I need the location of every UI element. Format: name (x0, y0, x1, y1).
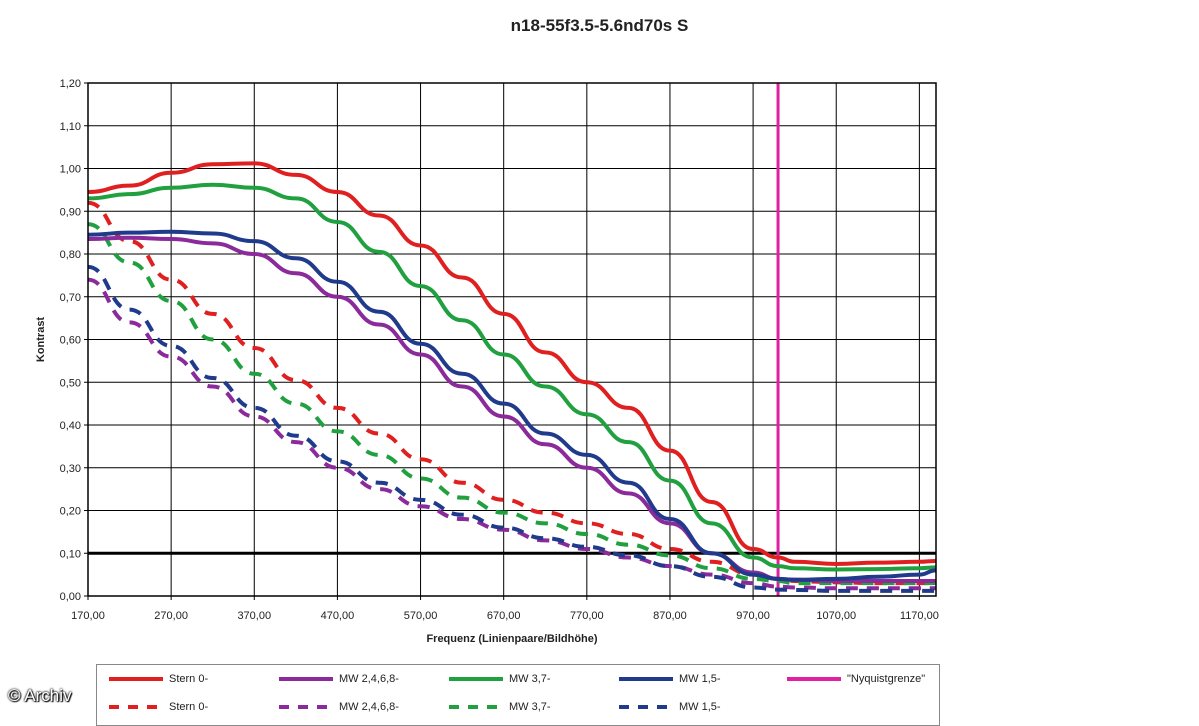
legend-swatch (619, 677, 673, 681)
y-tick-label: 0,50 (60, 377, 81, 389)
y-tick-label: 0,20 (60, 506, 81, 518)
y-tick-label: 0,00 (60, 591, 81, 603)
legend-swatch (449, 705, 503, 709)
legend-swatch (279, 677, 333, 681)
x-axis-label: Frequenz (Linienpaare/Bildhöhe) (426, 633, 597, 645)
copyright-watermark: © Archiv (8, 686, 72, 705)
mtf-chart: 0,00 0,10 0,20 0,30 0,40 0,50 0,60 0,70 0,80 0,90… (35, 78, 939, 645)
x-tick-label: 570,00 (404, 610, 438, 622)
legend-label: "Nyquistgrenze" (847, 673, 926, 685)
legend-label: MW 1,5- (679, 701, 721, 713)
series-line-mw-2-4-6-8-dashed (87, 277, 936, 591)
x-tick-label: 170,00 (71, 610, 105, 622)
legend-label: MW 3,7- (509, 673, 551, 685)
legend-label: MW 1,5- (679, 673, 721, 685)
series-line-mw-2-4-6-8-solid (87, 235, 936, 584)
plot-frame (87, 82, 937, 597)
legend-swatch (109, 677, 163, 681)
y-tick-label: 1,20 (60, 78, 81, 90)
y-tick-label: 0,70 (60, 292, 81, 304)
y-tick-label: 0,10 (60, 548, 81, 560)
y-tick-label: 0,60 (60, 335, 81, 347)
x-tick-label: 970,00 (736, 610, 770, 622)
legend-swatch (449, 677, 503, 681)
x-tick-label: 370,00 (237, 610, 271, 622)
chart-grid (87, 82, 936, 597)
series-line-mw-3-7-solid (87, 182, 937, 572)
series-line-stern-0-dashed (87, 200, 936, 586)
legend-item: MW 2,4,6,8- (277, 699, 437, 717)
chart-legend: Stern 0- MW 2,4,6,8- MW 3,7- MW 1,5- "Nyquis… (96, 664, 940, 726)
legend-item: MW 3,7- (447, 699, 607, 717)
y-tick-label: 0,90 (60, 206, 81, 218)
chart-title: n18-55f3.5-5.6nd70s S (510, 16, 689, 35)
legend-item: MW 3,7- (447, 671, 607, 689)
x-tick-label: 470,00 (321, 610, 355, 622)
legend-label: MW 3,7- (509, 701, 551, 713)
legend-swatch (279, 705, 333, 709)
legend-label: Stern 0- (169, 673, 209, 685)
x-tick-label: 1170,00 (900, 610, 939, 622)
x-tick-label: 1070,00 (816, 610, 856, 622)
series-line-mw-3-7-dashed (87, 222, 936, 586)
legend-item: "Nyquistgrenze" (785, 671, 945, 689)
series-line-stern-0-solid (87, 161, 937, 566)
legend-item: MW 2,4,6,8- (277, 671, 437, 689)
y-axis-ticks: 0,00 0,10 0,20 0,30 0,40 0,50 0,60 0,70 0,80 0,90… (60, 78, 88, 603)
series-line-mw-1-5-solid (87, 229, 937, 582)
x-axis-ticks: 170,00 270,00 370,00 470,00 570,00 670,00 770,… (71, 596, 939, 622)
legend-label: Stern 0- (169, 701, 209, 713)
y-tick-label: 0,40 (60, 420, 81, 432)
series-lines (87, 161, 937, 593)
y-tick-label: 0,80 (60, 249, 81, 261)
legend-item: MW 1,5- (617, 671, 777, 689)
series-line-mw-1-5-dashed (87, 264, 936, 593)
legend-item: Stern 0- (107, 671, 267, 689)
legend-item: Stern 0- (107, 699, 267, 717)
legend-item: MW 1,5- (617, 699, 777, 717)
legend-label: MW 2,4,6,8- (339, 701, 399, 713)
y-tick-label: 0,30 (60, 463, 81, 475)
y-tick-label: 1,10 (60, 121, 81, 133)
legend-swatch (109, 705, 163, 709)
legend-label: MW 2,4,6,8- (339, 673, 399, 685)
legend-swatch (619, 705, 673, 709)
x-tick-label: 670,00 (487, 610, 521, 622)
x-tick-label: 770,00 (570, 610, 604, 622)
y-tick-label: 1,00 (60, 164, 81, 176)
legend-swatch (787, 677, 841, 681)
x-tick-label: 270,00 (154, 610, 188, 622)
x-tick-label: 870,00 (653, 610, 687, 622)
y-axis-label: Kontrast (35, 317, 47, 363)
